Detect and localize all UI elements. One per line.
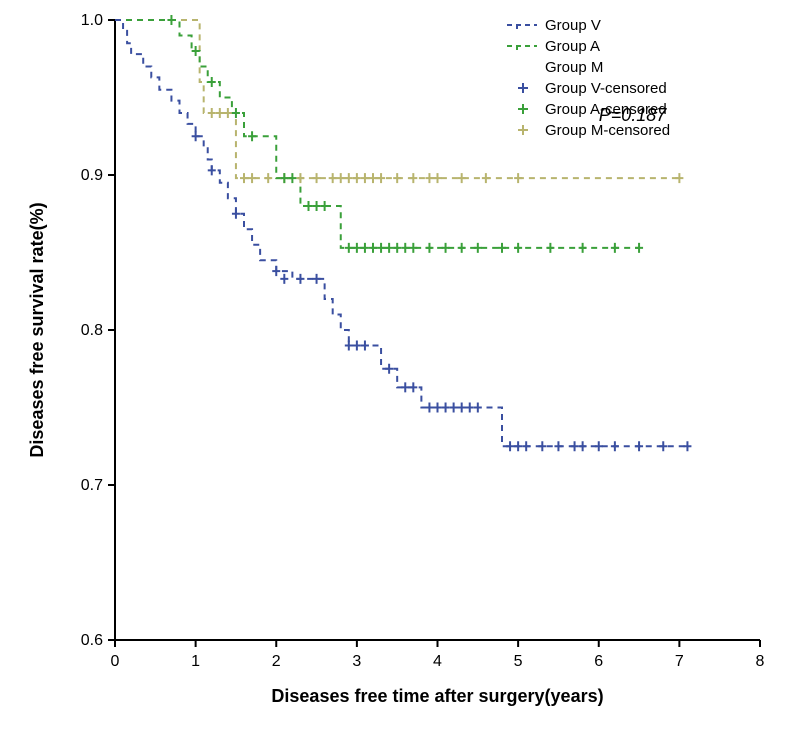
svg-text:0.8: 0.8 <box>81 322 103 339</box>
svg-text:0.6: 0.6 <box>81 632 103 649</box>
chart-svg: 0 1 2 3 4 5 6 7 8 0.6 0.7 0.8 0.9 1.0 Diseases free ti… <box>0 0 791 738</box>
svg-text:0.7: 0.7 <box>81 477 103 494</box>
svg-text:3: 3 <box>352 653 361 670</box>
svg-text:6: 6 <box>594 653 603 670</box>
x-axis-label: Diseases free time after surgery(years) <box>271 686 603 706</box>
svg-text:1.0: 1.0 <box>81 12 103 29</box>
svg-text:7: 7 <box>675 653 684 670</box>
legend-item: Group V-censored <box>545 80 667 97</box>
km-chart: 0 1 2 3 4 5 6 7 8 0.6 0.7 0.8 0.9 1.0 Diseases free ti… <box>0 0 791 738</box>
svg-text:0: 0 <box>111 653 120 670</box>
svg-text:0.9: 0.9 <box>81 167 103 184</box>
svg-text:8: 8 <box>756 653 765 670</box>
legend-item: Group M <box>545 59 603 76</box>
legend-item: Group V <box>545 17 601 34</box>
svg-text:2: 2 <box>272 653 281 670</box>
svg-text:4: 4 <box>433 653 442 670</box>
svg-text:1: 1 <box>191 653 200 670</box>
y-axis-label: Diseases free survival rate(%) <box>27 202 47 457</box>
p-value: P=0.187 <box>599 105 668 125</box>
legend-item: Group A <box>545 38 600 55</box>
svg-text:5: 5 <box>514 653 523 670</box>
